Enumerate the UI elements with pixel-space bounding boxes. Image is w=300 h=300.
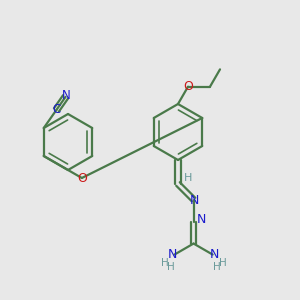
Text: N: N <box>210 248 219 261</box>
Text: N: N <box>197 213 206 226</box>
Text: N: N <box>168 248 177 261</box>
Text: H: H <box>184 173 192 183</box>
Text: N: N <box>190 194 199 207</box>
Text: O: O <box>183 80 193 93</box>
Text: H: H <box>160 258 168 268</box>
Text: H: H <box>219 258 226 268</box>
Text: O: O <box>77 172 87 184</box>
Text: N: N <box>62 89 71 102</box>
Text: C: C <box>52 103 61 116</box>
Text: H: H <box>213 262 220 272</box>
Text: H: H <box>167 262 174 272</box>
